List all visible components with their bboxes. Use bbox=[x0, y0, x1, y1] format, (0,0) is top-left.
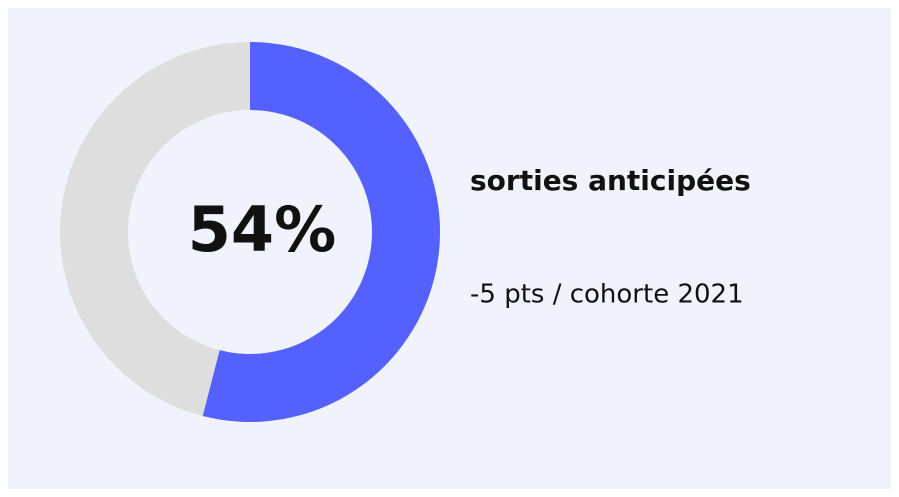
metric-subtitle: -5 pts / cohorte 2021 bbox=[470, 280, 744, 310]
center-value: 54% bbox=[188, 193, 336, 266]
metric-label: sorties anticipées bbox=[470, 164, 751, 197]
donut-segment bbox=[202, 42, 440, 422]
